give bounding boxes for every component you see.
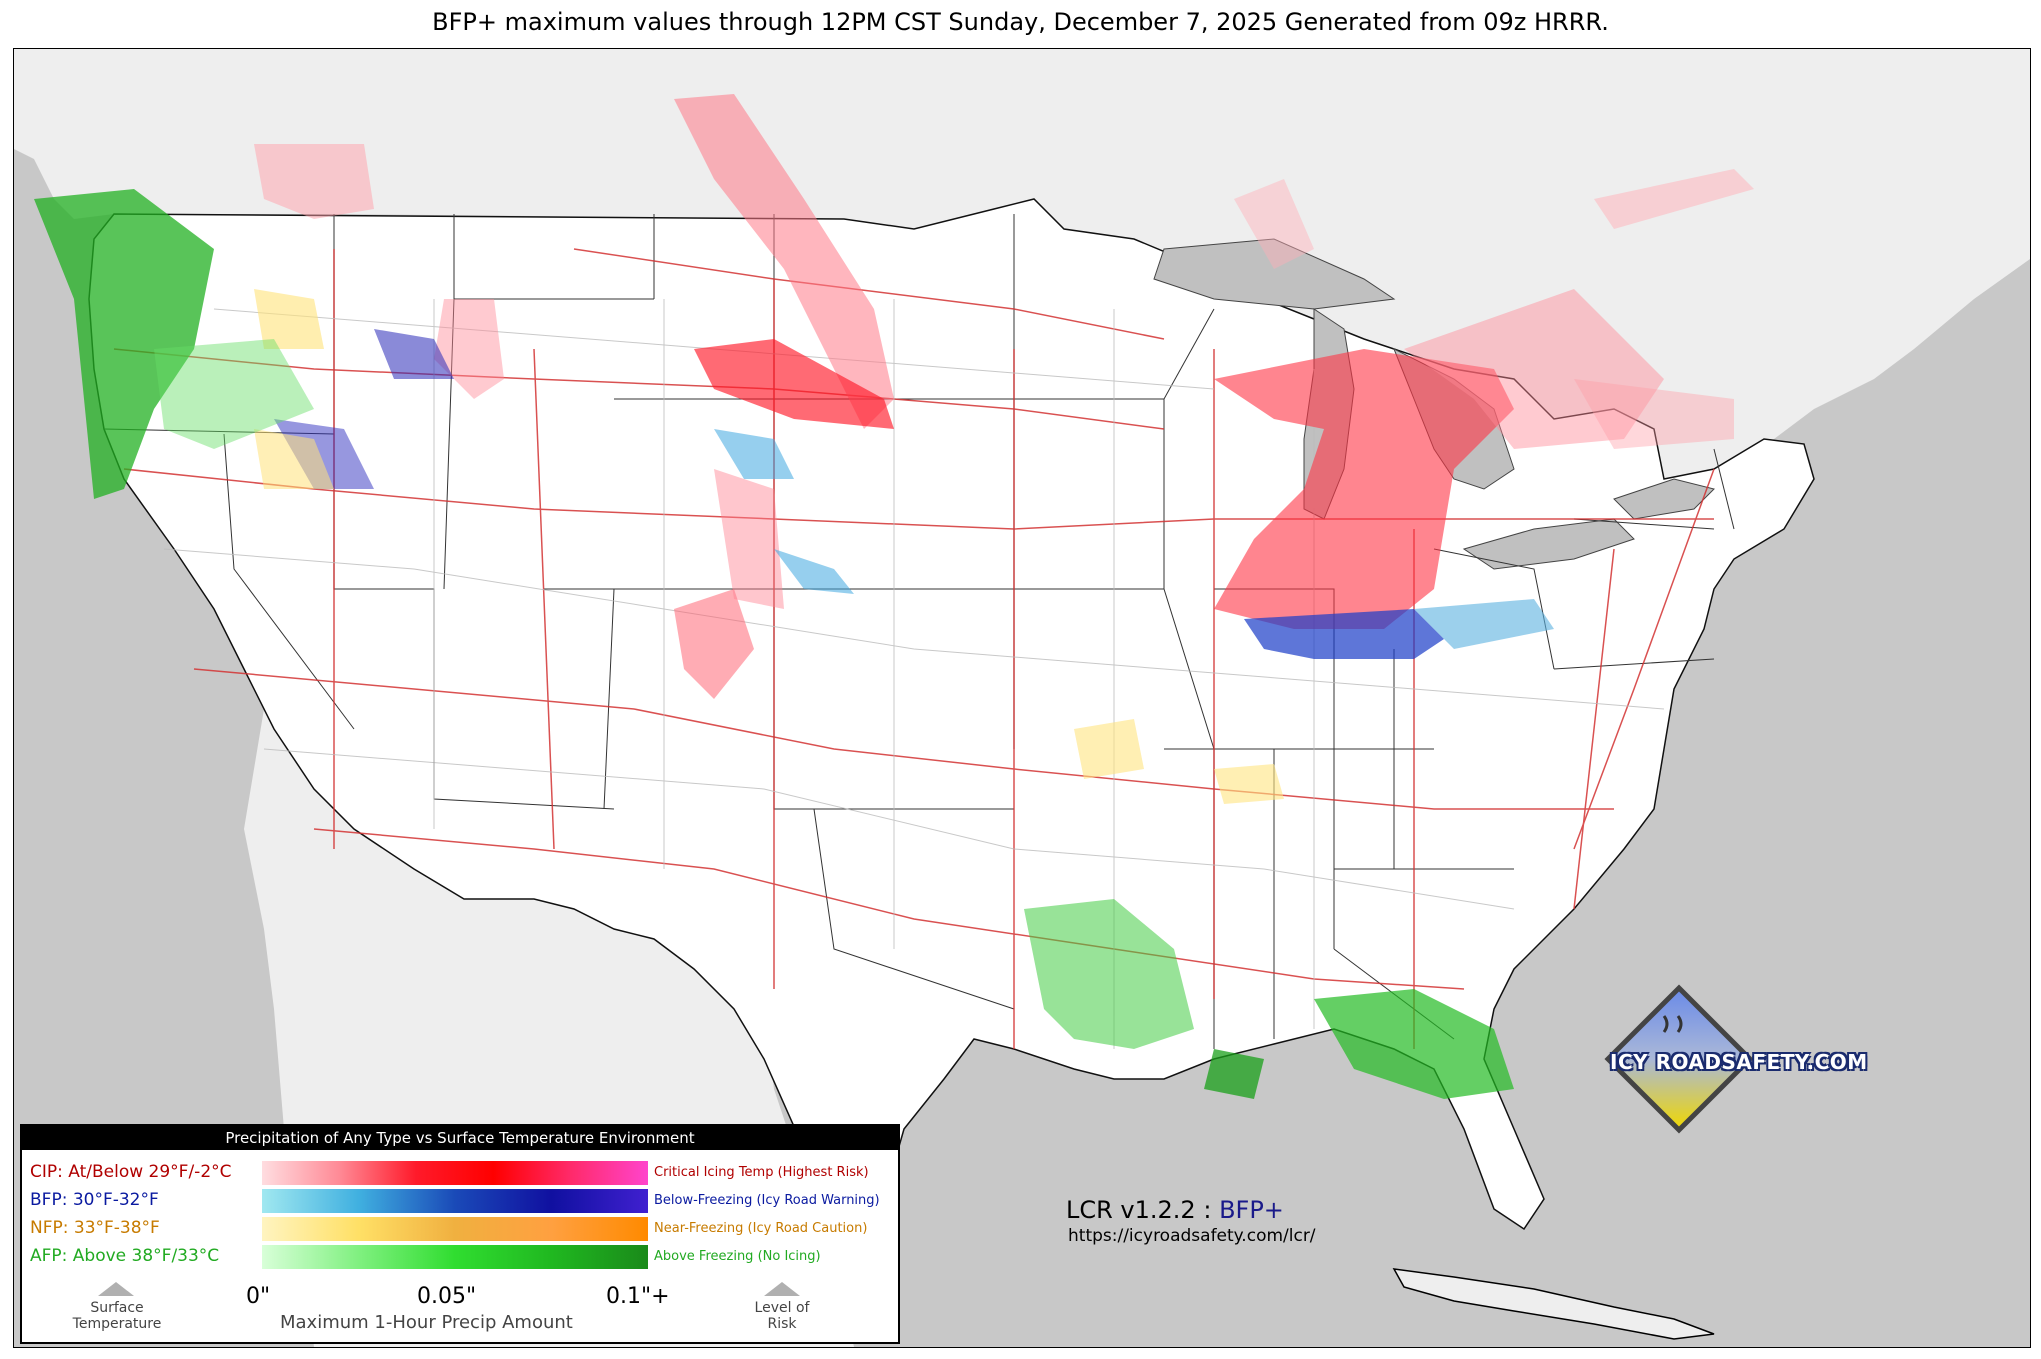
source-url: https://icyroadsafety.com/lcr/ (1068, 1226, 1316, 1246)
logo-text: ICY ROADSAFETY.COM (1610, 1050, 1868, 1074)
legend-row-desc: Near-Freezing (Icy Road Caution) (654, 1221, 868, 1236)
legend-gradient-nfp (262, 1217, 648, 1241)
version-product: BFP+ (1219, 1196, 1284, 1224)
legend-xlabel: Maximum 1-Hour Precip Amount (280, 1312, 573, 1333)
legend-row-desc: Below-Freezing (Icy Road Warning) (654, 1193, 880, 1208)
legend-row-name: AFP: Above 38°F/33°C (30, 1246, 220, 1266)
legend-row-desc: Critical Icing Temp (Highest Risk) (654, 1165, 869, 1180)
version-text: LCR v1.2.2 : BFP+ (1066, 1196, 1284, 1224)
legend-gradient-bfp (262, 1189, 648, 1213)
surface-temp-arrow-icon (98, 1282, 134, 1296)
cuba-land (1392, 1268, 1715, 1340)
legend-panel: Precipitation of Any Type vs Surface Tem… (20, 1124, 900, 1344)
precip-afp (34, 189, 1514, 1099)
icy-road-safety-logo-icon (1604, 984, 1754, 1134)
legend-tick: 0" (246, 1284, 271, 1309)
canada-land (14, 49, 2030, 479)
legend-gradient-afp (262, 1245, 648, 1269)
legend-row-afp: AFP: Above 38°F/33°C Above Freezing (No … (30, 1244, 890, 1270)
legend-tick: 0.05" (417, 1284, 477, 1309)
legend-row-bfp: BFP: 30°F-32°F Below-Freezing (Icy Road … (30, 1188, 890, 1214)
legend-row-desc: Above Freezing (No Icing) (654, 1249, 821, 1264)
legend-row-cip: CIP: At/Below 29°F/-2°C Critical Icing T… (30, 1160, 890, 1186)
legend-row-name: BFP: 30°F-32°F (30, 1190, 159, 1210)
precip-nfp (254, 289, 1284, 804)
precip-cip (254, 94, 1754, 699)
legend-row-nfp: NFP: 33°F-38°F Near-Freezing (Icy Road C… (30, 1216, 890, 1242)
interstates (113, 248, 1715, 1049)
surface-temp-label: Surface Temperature (72, 1300, 162, 1332)
legend-tick: 0.1"+ (606, 1284, 670, 1309)
risk-label: Level of Risk (754, 1300, 810, 1332)
legend-row-name: NFP: 33°F-38°F (30, 1218, 160, 1238)
legend-gradient-cip (262, 1161, 648, 1185)
map-title: BFP+ maximum values through 12PM CST Sun… (432, 8, 1609, 36)
risk-arrow-icon (764, 1282, 800, 1296)
legend-header: Precipitation of Any Type vs Surface Tem… (22, 1126, 898, 1150)
version-label: LCR v1.2.2 : (1066, 1196, 1212, 1224)
legend-row-name: CIP: At/Below 29°F/-2°C (30, 1162, 232, 1182)
